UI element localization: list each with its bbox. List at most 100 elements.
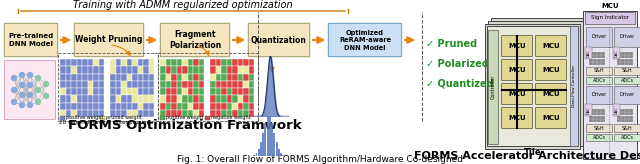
Circle shape xyxy=(28,82,33,88)
Bar xyxy=(589,115,593,119)
Bar xyxy=(597,119,600,122)
Text: S&H: S&H xyxy=(594,125,604,131)
FancyBboxPatch shape xyxy=(614,86,640,104)
FancyBboxPatch shape xyxy=(491,18,586,143)
Bar xyxy=(198,95,204,102)
Bar xyxy=(160,73,166,81)
Bar xyxy=(77,95,82,102)
Bar xyxy=(143,102,148,110)
FancyBboxPatch shape xyxy=(586,27,612,47)
Bar xyxy=(216,66,221,73)
Bar xyxy=(625,59,628,62)
Bar xyxy=(182,102,188,110)
Bar xyxy=(601,55,605,58)
Text: ADCs: ADCs xyxy=(621,135,634,140)
Bar xyxy=(625,115,628,119)
Bar xyxy=(621,59,625,62)
Bar xyxy=(148,66,154,73)
Bar xyxy=(601,109,605,112)
Circle shape xyxy=(12,100,17,104)
FancyBboxPatch shape xyxy=(485,24,580,149)
Bar xyxy=(221,66,227,73)
Bar xyxy=(629,51,632,54)
Bar xyxy=(625,112,628,115)
Bar xyxy=(593,115,596,119)
Bar xyxy=(148,110,154,117)
Bar xyxy=(243,59,248,66)
Text: negative weight: negative weight xyxy=(211,115,251,121)
Bar xyxy=(227,88,232,95)
Bar xyxy=(248,95,254,102)
Bar xyxy=(99,95,104,102)
Text: ADCs: ADCs xyxy=(593,78,605,83)
Bar xyxy=(71,102,77,110)
Bar xyxy=(71,66,77,73)
FancyBboxPatch shape xyxy=(488,21,583,146)
Bar xyxy=(216,110,221,117)
Bar xyxy=(188,102,193,110)
Text: MCU: MCU xyxy=(508,43,526,49)
Bar xyxy=(216,88,221,95)
Bar xyxy=(171,110,177,117)
Bar xyxy=(617,51,621,54)
Bar xyxy=(227,95,232,102)
Text: Fig. 1: Overall Flow of FORMS Algorithm/Hardware Co-designed: Fig. 1: Overall Flow of FORMS Algorithm/… xyxy=(177,154,463,164)
Bar xyxy=(248,81,254,88)
Bar xyxy=(77,73,82,81)
Bar xyxy=(617,109,621,112)
Bar xyxy=(171,95,177,102)
Bar xyxy=(171,81,177,88)
Bar xyxy=(88,110,93,117)
Bar xyxy=(262,133,264,156)
Bar xyxy=(148,81,154,88)
Bar xyxy=(127,102,132,110)
Bar xyxy=(143,59,148,66)
Bar xyxy=(232,81,237,88)
Bar xyxy=(65,110,71,117)
Bar xyxy=(629,115,632,119)
Text: ✓ Polarized: ✓ Polarized xyxy=(426,59,489,69)
Text: FORMS Accelerator Architecture Design: FORMS Accelerator Architecture Design xyxy=(413,151,640,161)
Circle shape xyxy=(19,72,24,78)
Bar xyxy=(71,110,77,117)
FancyBboxPatch shape xyxy=(536,35,566,57)
Bar xyxy=(182,110,188,117)
Bar xyxy=(617,119,621,122)
Bar xyxy=(621,51,625,54)
Bar xyxy=(65,59,71,66)
Bar xyxy=(127,59,132,66)
Bar xyxy=(221,81,227,88)
Bar xyxy=(188,95,193,102)
Bar xyxy=(589,119,593,122)
Circle shape xyxy=(12,75,17,81)
Bar xyxy=(221,110,227,117)
Bar xyxy=(248,73,254,81)
Text: MCU: MCU xyxy=(542,115,560,121)
Circle shape xyxy=(19,102,24,107)
Bar xyxy=(216,59,221,66)
FancyBboxPatch shape xyxy=(570,26,578,146)
Bar xyxy=(132,95,138,102)
Bar xyxy=(243,81,248,88)
Bar xyxy=(243,102,248,110)
Bar xyxy=(166,73,171,81)
Bar xyxy=(110,95,115,102)
Bar xyxy=(621,109,625,112)
Bar xyxy=(248,66,254,73)
Bar xyxy=(221,88,227,95)
Bar xyxy=(589,62,593,65)
Bar xyxy=(132,88,138,95)
Bar xyxy=(115,102,121,110)
Bar xyxy=(280,153,282,156)
Bar xyxy=(227,66,232,73)
Bar xyxy=(629,112,632,115)
Bar xyxy=(216,102,221,110)
Bar xyxy=(93,95,99,102)
Bar xyxy=(589,109,593,112)
Bar xyxy=(121,66,127,73)
Bar xyxy=(269,117,271,156)
Bar xyxy=(597,109,600,112)
Text: MCU: MCU xyxy=(508,91,526,97)
Bar xyxy=(166,102,171,110)
Bar xyxy=(177,102,182,110)
